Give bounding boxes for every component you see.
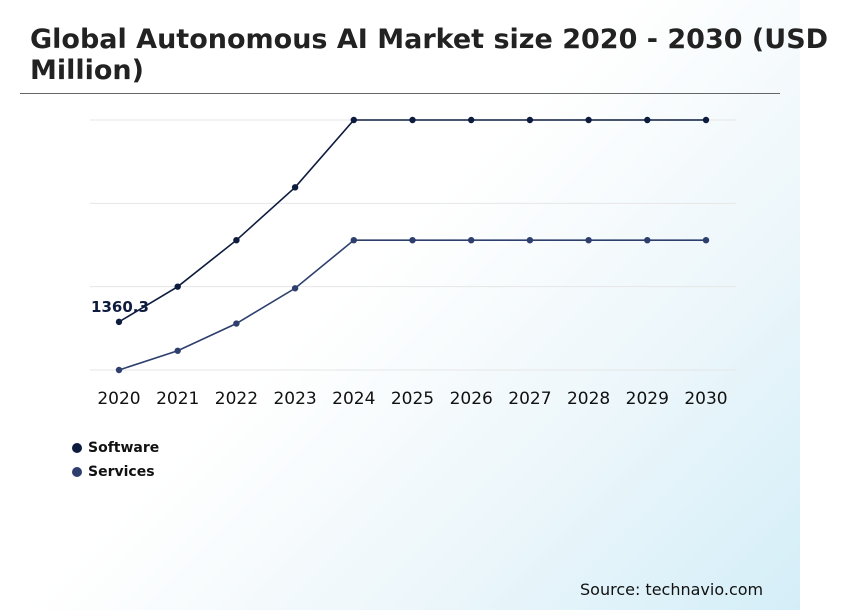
legend-marker-software xyxy=(72,443,82,453)
data-point-software xyxy=(468,116,475,124)
source-note: Source: technavio.com xyxy=(580,580,764,599)
data-point-services xyxy=(468,236,475,244)
x-tick-label: 2024 xyxy=(332,389,375,409)
legend-marker-services xyxy=(72,467,82,477)
x-tick-label: 2028 xyxy=(567,389,610,409)
data-point-services xyxy=(644,236,651,244)
data-point-services xyxy=(585,236,592,244)
chart-panel xyxy=(0,0,800,610)
data-point-software xyxy=(702,116,710,124)
x-tick-label: 2023 xyxy=(273,389,316,409)
data-point-services xyxy=(233,320,240,327)
data-point-software xyxy=(174,283,181,290)
x-tick-label: 2022 xyxy=(215,389,258,409)
data-point-services xyxy=(702,236,710,244)
data-point-software xyxy=(409,116,416,124)
data-point-services xyxy=(350,236,357,244)
legend-item-software: Software xyxy=(72,436,159,460)
data-point-software xyxy=(350,116,357,124)
data-point-software xyxy=(233,236,240,244)
x-tick-label: 2020 xyxy=(97,389,140,409)
x-tick-label: 2027 xyxy=(508,389,551,409)
data-point-software xyxy=(585,116,592,124)
series-line-software xyxy=(118,119,706,323)
series-line-services xyxy=(118,239,706,371)
x-tick-label: 2021 xyxy=(156,389,199,409)
data-point-software xyxy=(291,184,299,191)
data-point-services xyxy=(409,236,416,244)
legend-label-software: Software xyxy=(88,440,160,456)
data-label: 1360.3 xyxy=(91,298,149,316)
legend-item-services: Services xyxy=(72,460,159,484)
data-point-services xyxy=(526,236,534,244)
title-divider xyxy=(20,93,780,94)
legend-label-services: Services xyxy=(88,464,155,480)
x-tick-label: 2029 xyxy=(626,389,669,409)
x-tick-label: 2026 xyxy=(450,389,493,409)
data-point-software xyxy=(526,116,534,124)
x-tick-label: 2025 xyxy=(391,389,434,409)
data-point-software xyxy=(115,318,123,326)
data-point-services xyxy=(115,366,123,374)
x-tick-label: 2030 xyxy=(684,389,727,409)
chart-title: Global Autonomous AI Market size 2020 - … xyxy=(30,24,829,86)
legend: Software Services xyxy=(72,436,159,484)
data-point-services xyxy=(174,347,181,354)
data-point-services xyxy=(291,285,299,292)
data-point-software xyxy=(644,116,651,124)
